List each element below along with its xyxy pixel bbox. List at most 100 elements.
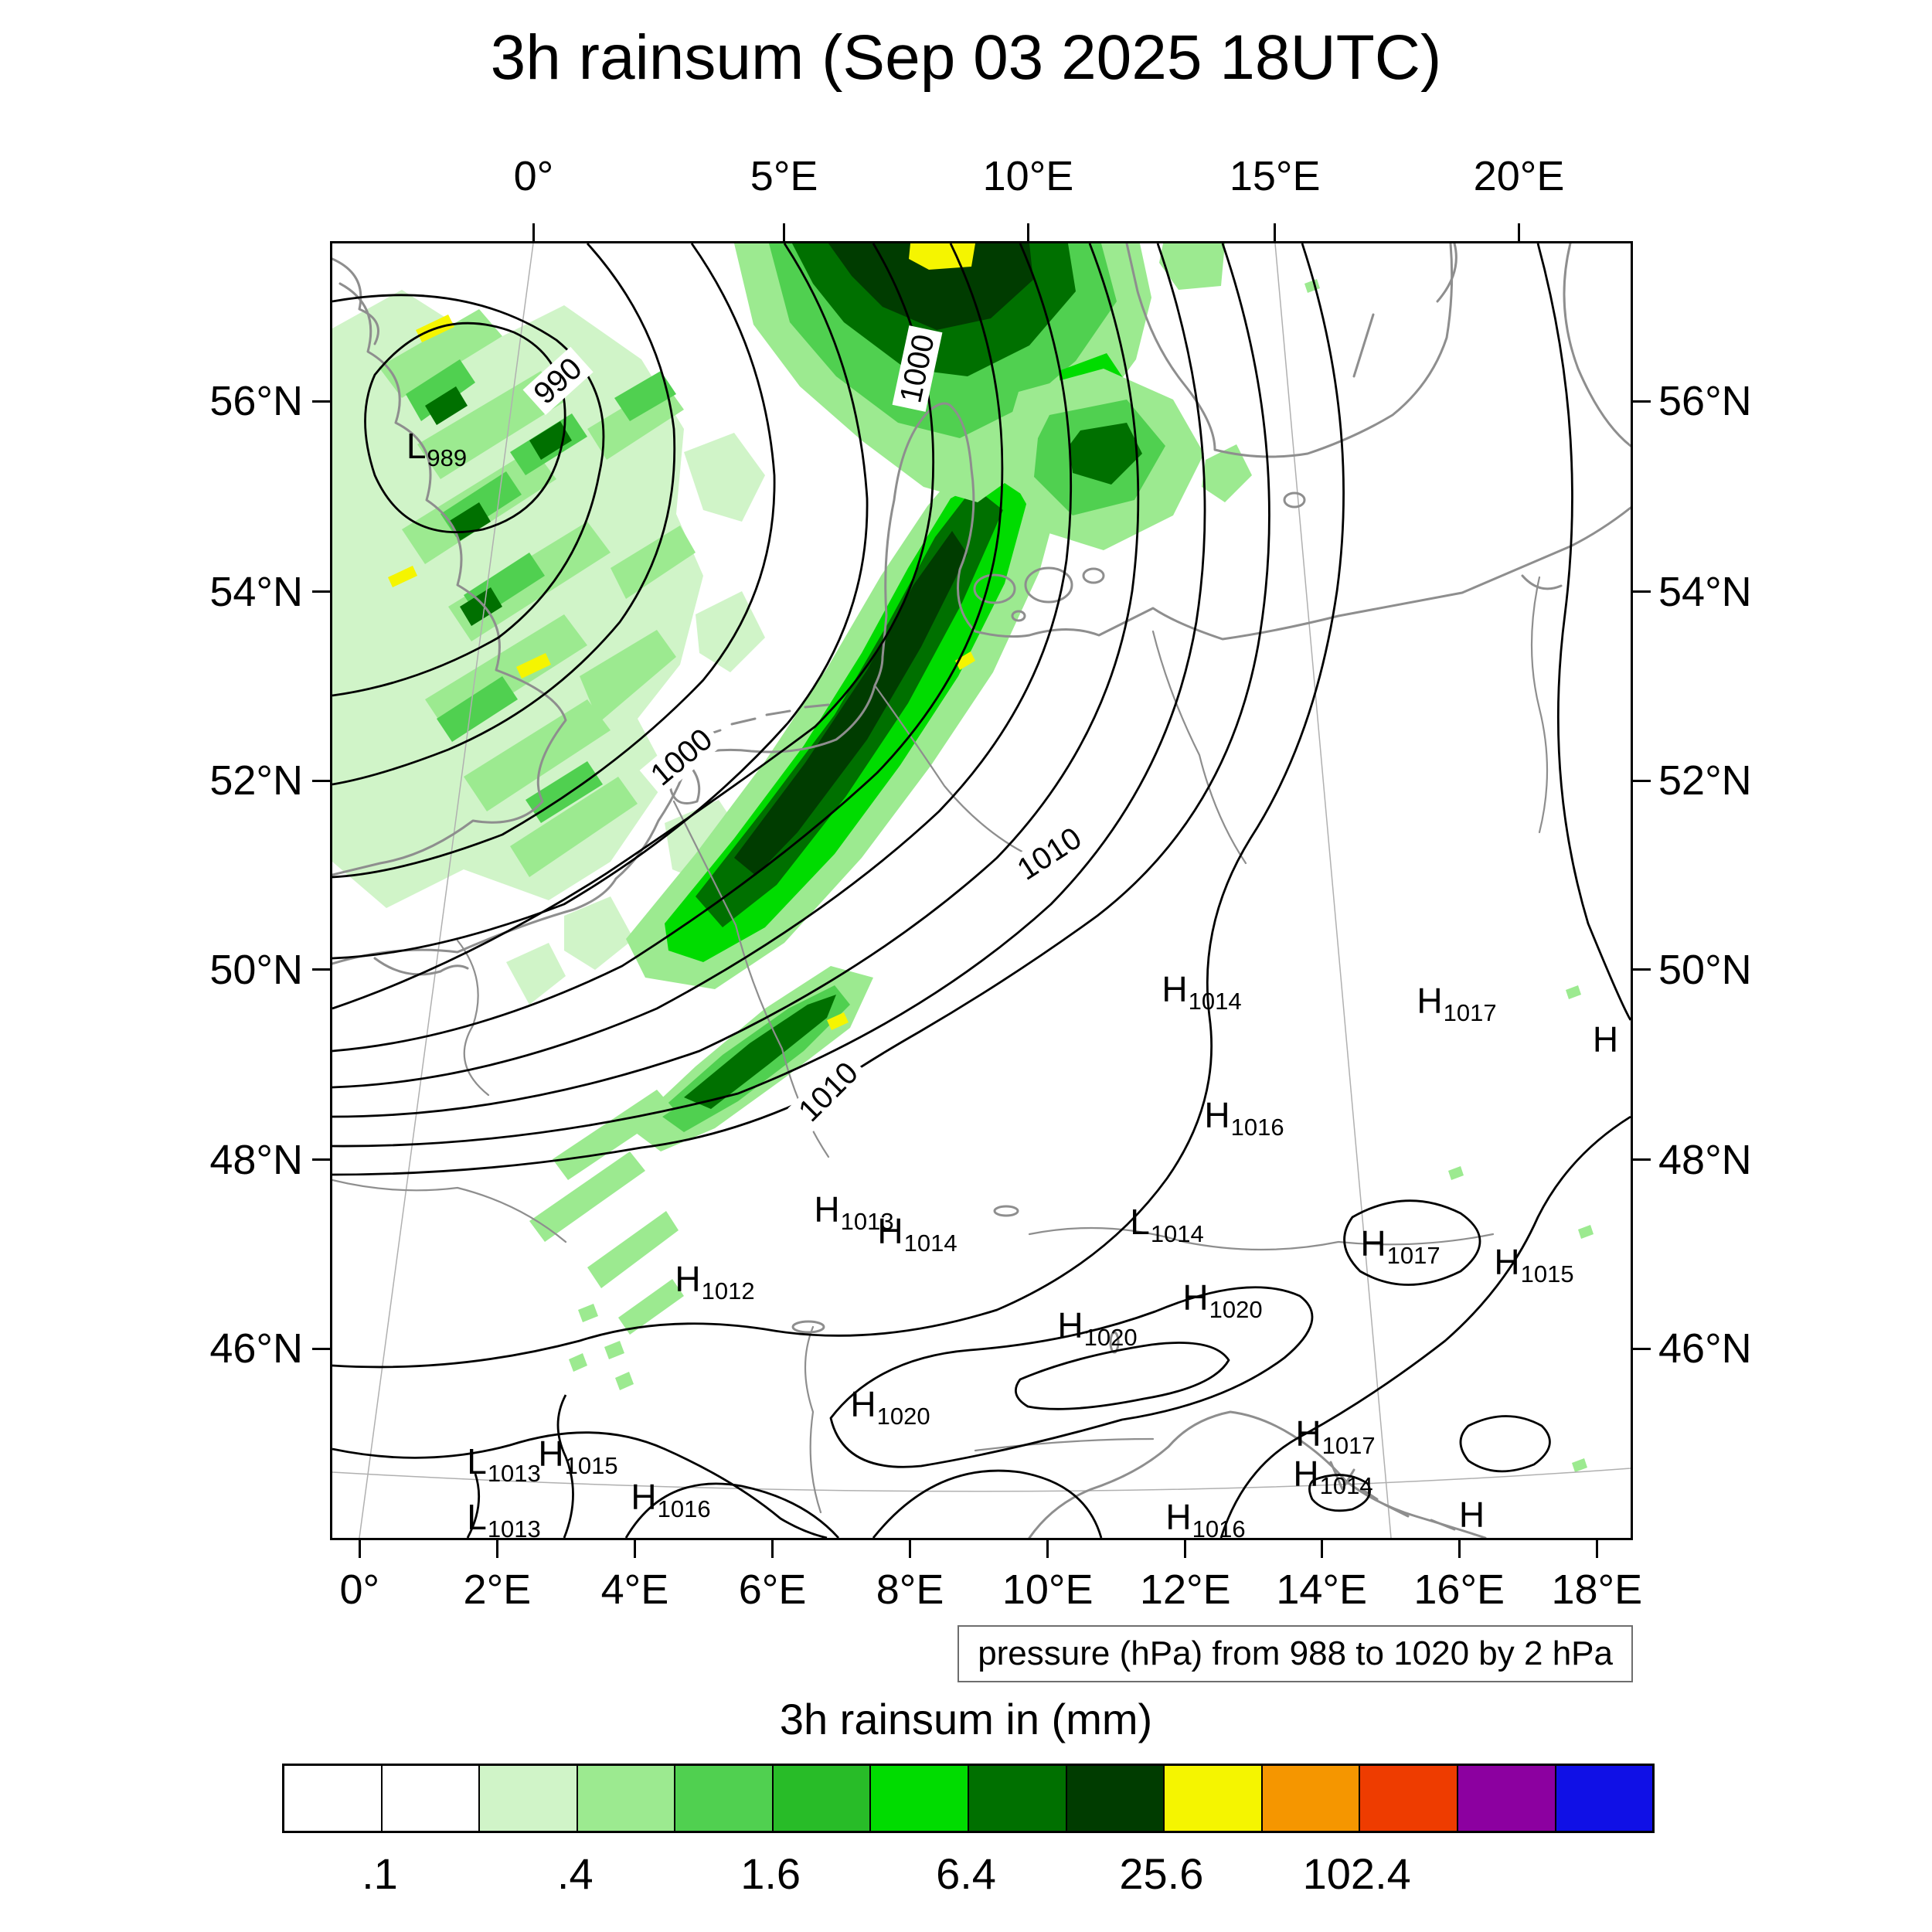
axis-tick-label-bottom: 18°E xyxy=(1551,1566,1643,1613)
axis-tick-left xyxy=(312,590,332,594)
pressure-center-h: H1016 xyxy=(1165,1496,1245,1538)
map-canvas: L989 H1014 H1017 H H1016 H1013 H1014 L1014 H1017… xyxy=(330,241,1633,1540)
isobar-label: 990 xyxy=(522,346,594,416)
pressure-value: 989 xyxy=(427,444,468,471)
colorbar-segment-3 xyxy=(577,1766,676,1831)
pressure-value: 1014 xyxy=(1319,1472,1373,1499)
axis-tick-label-left: 50°N xyxy=(209,946,303,993)
pressure-center-h: H1014 xyxy=(1293,1453,1372,1499)
pressure-value: 1013 xyxy=(840,1208,894,1235)
axis-tick-label-right: 50°N xyxy=(1658,946,1752,993)
colorbar-segment-7 xyxy=(969,1766,1067,1831)
pressure-center-h: H xyxy=(1459,1494,1485,1536)
axis-tick-label-right: 48°N xyxy=(1658,1136,1752,1183)
colorbar-segment-4 xyxy=(675,1766,774,1831)
pressure-value: 1016 xyxy=(1230,1114,1284,1141)
axis-tick-bottom xyxy=(1458,1538,1461,1558)
pressure-center-h: H1015 xyxy=(538,1433,617,1479)
axis-tick-label-bottom: 12°E xyxy=(1139,1566,1231,1613)
pressure-center-h: H1020 xyxy=(1182,1277,1262,1323)
axis-tick-bottom xyxy=(495,1538,498,1558)
axis-tick-top xyxy=(1274,223,1277,243)
pressure-letter: H xyxy=(1162,969,1188,1009)
pressure-center-h: H1015 xyxy=(1494,1241,1573,1287)
pressure-letter: H xyxy=(1494,1242,1520,1282)
axis-tick-label-bottom: 0° xyxy=(339,1566,380,1613)
axis-tick-label-left: 52°N xyxy=(209,757,303,804)
pressure-letter: H xyxy=(850,1384,876,1424)
pressure-value: 1013 xyxy=(487,1460,541,1487)
pressure-value: 1014 xyxy=(1188,988,1242,1015)
pressure-center-h: H xyxy=(1593,1019,1619,1060)
pressure-letter: H xyxy=(877,1211,903,1251)
colorbar-tick-label: 25.6 xyxy=(1119,1849,1204,1898)
pressure-value: 1020 xyxy=(876,1403,930,1430)
pressure-center-l: L1014 xyxy=(1130,1201,1204,1247)
axis-tick-right xyxy=(1631,779,1651,782)
axis-tick-right xyxy=(1631,1158,1651,1162)
pressure-center-h: H1016 xyxy=(631,1476,710,1522)
axis-tick-label-bottom: 6°E xyxy=(738,1566,807,1613)
pressure-value: 1014 xyxy=(903,1230,957,1257)
axis-tick-bottom xyxy=(771,1538,774,1558)
pressure-value: 1017 xyxy=(1321,1432,1376,1459)
pressure-value: 1016 xyxy=(657,1495,711,1522)
pressure-center-l: L1013 xyxy=(467,1440,541,1487)
axis-tick-label-top: 5°E xyxy=(750,153,818,199)
pressure-center-l: L1013 xyxy=(467,1496,541,1538)
axis-tick-label-left: 48°N xyxy=(209,1136,303,1183)
isobar-layer xyxy=(332,243,1631,1538)
colorbar-segment-12 xyxy=(1458,1766,1556,1831)
pressure-value: 1017 xyxy=(1386,1242,1440,1269)
pressure-value: 1014 xyxy=(1150,1220,1204,1247)
axis-tick-left xyxy=(312,779,332,782)
isobar-label: 1010 xyxy=(1005,817,1094,891)
pressure-letter: H xyxy=(1182,1277,1209,1318)
pressure-value: 1016 xyxy=(1192,1515,1246,1540)
axis-tick-label-right: 54°N xyxy=(1658,568,1752,615)
axis-tick-bottom xyxy=(1184,1538,1187,1558)
axis-tick-label-top: 0° xyxy=(513,153,554,199)
colorbar-segment-9 xyxy=(1165,1766,1263,1831)
axis-tick-top xyxy=(532,223,535,243)
pressure-letter: H xyxy=(814,1189,840,1230)
pressure-center-h: H1012 xyxy=(675,1258,754,1304)
pressure-center-h: H1020 xyxy=(850,1383,930,1430)
graticule-layer xyxy=(332,243,1631,1538)
axis-tick-bottom xyxy=(909,1538,912,1558)
colorbar-tick-label: .1 xyxy=(362,1849,398,1898)
isobar-label: 1000 xyxy=(892,325,943,412)
pressure-letter: H xyxy=(538,1434,564,1474)
pressure-value: 1015 xyxy=(1520,1260,1574,1287)
pressure-letter: H xyxy=(1458,1495,1485,1535)
colorbar xyxy=(282,1764,1655,1833)
pressure-letter: L xyxy=(406,426,427,466)
axis-tick-label-left: 46°N xyxy=(209,1325,303,1372)
colorbar-segment-0 xyxy=(284,1766,383,1831)
axis-tick-label-bottom: 16°E xyxy=(1413,1566,1505,1613)
pressure-value: 1020 xyxy=(1209,1296,1263,1323)
colorbar-segment-13 xyxy=(1556,1766,1653,1831)
colorbar-segment-11 xyxy=(1360,1766,1458,1831)
pressure-letter: H xyxy=(631,1477,657,1517)
coastline-layer xyxy=(332,243,1631,1538)
isobar-label: 1010 xyxy=(787,1051,869,1133)
map-label-overlay: L989 H1014 H1017 H H1016 H1013 H1014 L1014 H1017… xyxy=(332,243,1631,1538)
pressure-letter: H xyxy=(1293,1454,1319,1494)
axis-tick-label-right: 56°N xyxy=(1658,378,1752,425)
pressure-letter: H xyxy=(1204,1095,1230,1135)
axis-tick-right xyxy=(1631,968,1651,971)
colorbar-segment-5 xyxy=(773,1766,872,1831)
axis-tick-bottom xyxy=(1046,1538,1049,1558)
pressure-center-h: H1016 xyxy=(1204,1094,1284,1141)
colorbar-tick-label: 6.4 xyxy=(936,1849,996,1898)
axis-tick-label-bottom: 8°E xyxy=(876,1566,944,1613)
isobar-label: 1000 xyxy=(639,718,724,797)
axis-tick-bottom xyxy=(1595,1538,1598,1558)
pressure-letter: H xyxy=(1592,1019,1619,1060)
colorbar-segment-6 xyxy=(871,1766,970,1831)
page-title: 3h rainsum (Sep 03 2025 18UTC) xyxy=(490,22,1442,93)
pressure-legend: pressure (hPa) from 988 to 1020 by 2 hPa xyxy=(957,1625,1633,1682)
axis-tick-right xyxy=(1631,590,1651,594)
